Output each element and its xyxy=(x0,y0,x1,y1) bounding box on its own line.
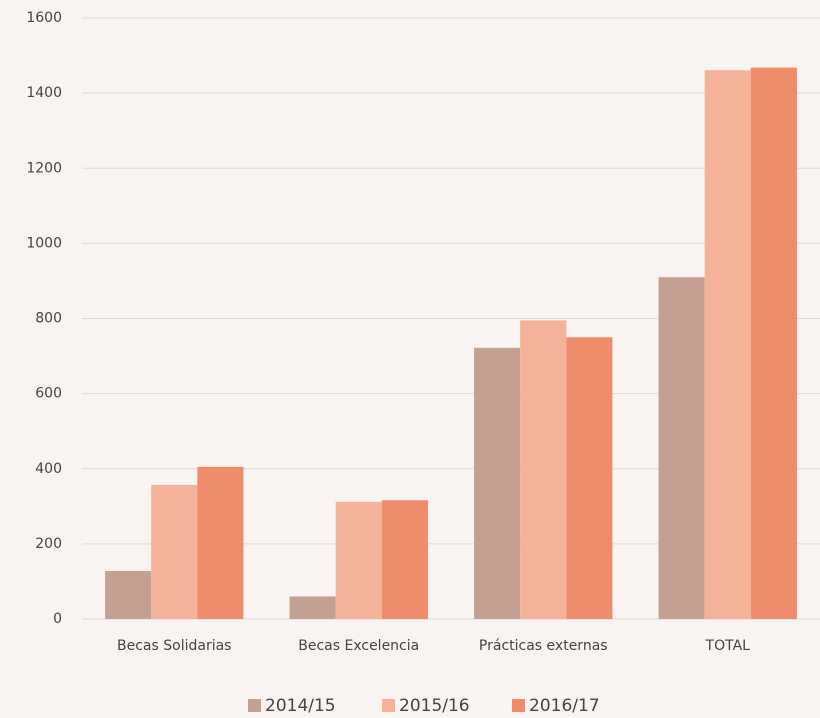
bar xyxy=(335,501,382,619)
legend-swatch xyxy=(512,699,525,712)
bar xyxy=(474,347,521,619)
y-tick-label: 200 xyxy=(35,536,62,552)
bar xyxy=(381,500,428,619)
y-tick-label: 800 xyxy=(35,311,62,327)
legend-swatch xyxy=(248,699,261,712)
x-tick-label: Becas Solidarias xyxy=(117,638,231,654)
bar xyxy=(566,337,613,619)
y-tick-label: 400 xyxy=(35,461,62,477)
x-tick-label: TOTAL xyxy=(705,638,751,654)
bar xyxy=(289,596,336,619)
y-tick-label: 600 xyxy=(35,386,62,402)
bar xyxy=(658,277,705,619)
y-tick-label: 1200 xyxy=(26,160,62,176)
bar xyxy=(750,67,797,619)
legend-label: 2016/17 xyxy=(529,696,600,716)
legend: 2014/15 2015/16 2016/17 xyxy=(248,696,600,716)
bar xyxy=(520,320,567,619)
y-tick-label: 0 xyxy=(53,611,62,627)
legend-swatch xyxy=(382,699,395,712)
y-tick-label: 1400 xyxy=(26,85,62,101)
legend-label: 2015/16 xyxy=(399,696,470,716)
legend-label: 2014/15 xyxy=(265,696,336,716)
bar xyxy=(105,570,152,619)
y-tick-label: 1600 xyxy=(26,10,62,26)
bar xyxy=(151,484,198,619)
x-tick-label: Becas Excelencia xyxy=(298,638,419,654)
x-tick-label: Prácticas externas xyxy=(479,638,608,654)
bar xyxy=(197,466,244,619)
bar xyxy=(704,70,751,620)
y-tick-label: 1000 xyxy=(26,235,62,251)
